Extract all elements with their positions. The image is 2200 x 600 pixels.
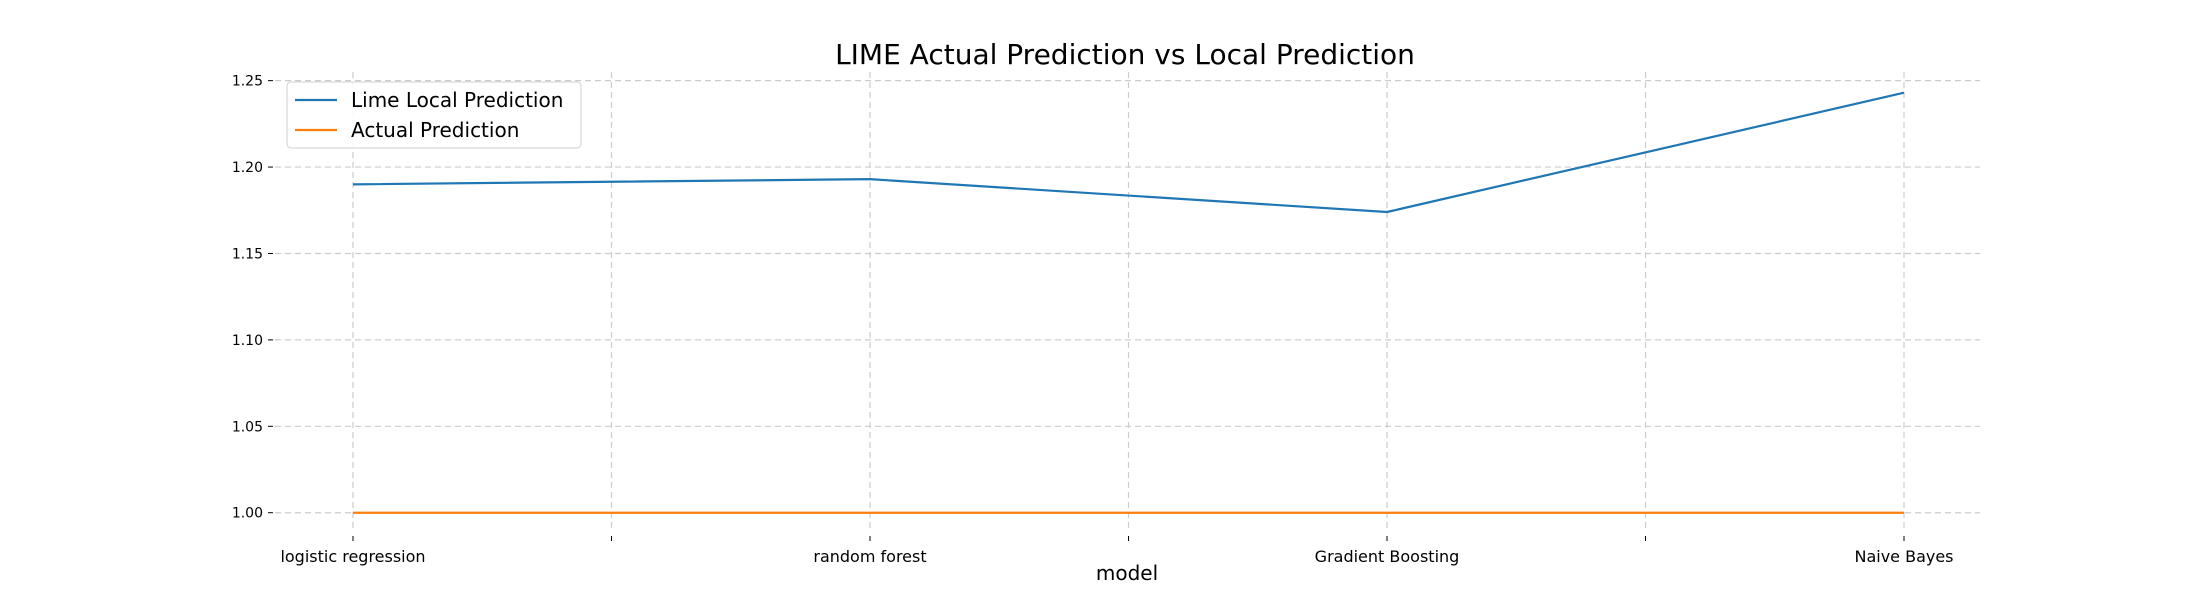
x-axis-label: model bbox=[1096, 561, 1158, 585]
series-line-lime-local-prediction bbox=[352, 91, 1905, 214]
legend-label: Lime Local Prediction bbox=[351, 88, 563, 112]
x-tick-label: logistic regression bbox=[280, 547, 425, 566]
legend: Lime Local Prediction Actual Prediction bbox=[286, 81, 582, 149]
chart-title: LIME Actual Prediction vs Local Predicti… bbox=[835, 38, 1415, 71]
x-tick-label: random forest bbox=[813, 547, 926, 566]
y-tick-label: 1.05 bbox=[232, 419, 263, 435]
axis-ticks: 1.00 1.05 1.10 1.15 1.20 1.25 logistic regress… bbox=[232, 74, 1954, 566]
x-tick-label: Naive Bayes bbox=[1854, 547, 1953, 566]
legend-label: Actual Prediction bbox=[351, 118, 519, 142]
y-tick-label: 1.15 bbox=[232, 246, 263, 262]
legend-box bbox=[286, 81, 582, 149]
y-tick-label: 1.00 bbox=[232, 506, 263, 522]
y-tick-label: 1.20 bbox=[232, 160, 263, 176]
y-tick-label: 1.25 bbox=[232, 74, 263, 90]
series-lines bbox=[352, 91, 1905, 514]
y-tick-label: 1.10 bbox=[232, 333, 263, 349]
x-tick-label: Gradient Boosting bbox=[1315, 547, 1460, 566]
grid bbox=[275, 72, 1980, 530]
